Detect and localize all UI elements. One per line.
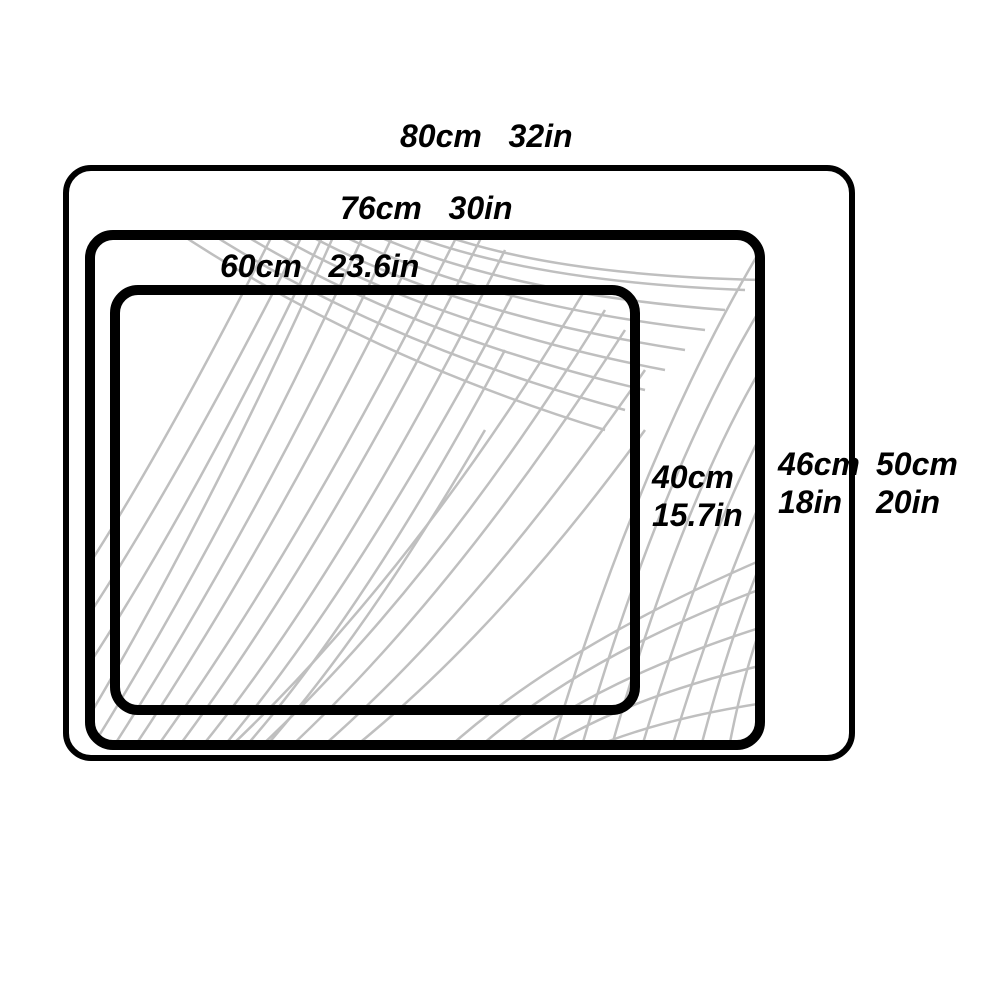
label-inner-height: 40cm 15.7in: [652, 458, 743, 535]
text-cm: 46cm: [778, 445, 860, 483]
size-diagram: 80cm 32in 76cm 30in 60cm 23.6in 40cm 15.…: [0, 0, 1000, 1000]
text-cm: 60cm: [220, 248, 302, 284]
text-cm: 76cm: [340, 190, 422, 226]
text-cm: 40cm: [652, 458, 743, 496]
text-cm: 50cm: [876, 445, 958, 483]
rect-inner: [110, 285, 640, 715]
text-in: 20in: [876, 483, 958, 521]
text-in: 32in: [509, 118, 573, 154]
label-middle-height: 46cm 18in: [778, 445, 860, 522]
text-in: 23.6in: [329, 248, 420, 284]
label-outer-width: 80cm 32in: [400, 118, 573, 155]
text-cm: 80cm: [400, 118, 482, 154]
label-outer-height: 50cm 20in: [876, 445, 958, 522]
text-in: 30in: [449, 190, 513, 226]
label-middle-width: 76cm 30in: [340, 190, 513, 227]
text-in: 15.7in: [652, 496, 743, 534]
label-inner-width: 60cm 23.6in: [220, 248, 419, 285]
text-in: 18in: [778, 483, 860, 521]
